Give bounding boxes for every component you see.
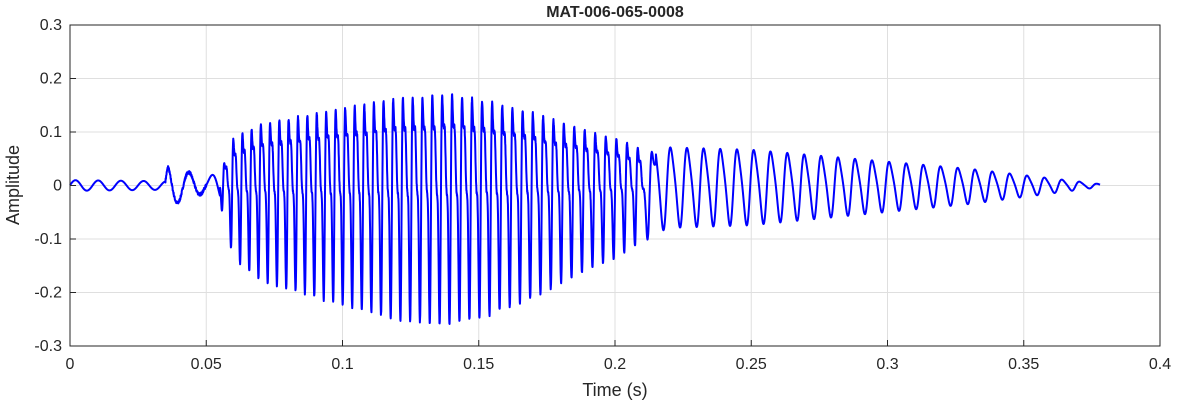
x-tick-label: 0.2 bbox=[604, 356, 626, 373]
y-tick-label: 0 bbox=[53, 178, 62, 195]
signal-line bbox=[69, 93, 1101, 325]
y-tick-label: -0.3 bbox=[34, 338, 62, 355]
y-tick-label: -0.2 bbox=[34, 285, 62, 302]
x-tick-label: 0.4 bbox=[1149, 356, 1171, 373]
y-axis-label: Amplitude bbox=[3, 145, 23, 225]
y-tick-label: 0.2 bbox=[40, 71, 62, 88]
y-tick-label: 0.1 bbox=[40, 124, 62, 141]
x-tick-label: 0.1 bbox=[331, 356, 353, 373]
x-tick-label: 0.25 bbox=[736, 356, 767, 373]
x-tick-label: 0.3 bbox=[876, 356, 898, 373]
y-tick-label: -0.1 bbox=[34, 231, 62, 248]
x-tick-label: 0.15 bbox=[463, 356, 494, 373]
x-tick-label: 0 bbox=[66, 356, 75, 373]
chart-title: MAT-006-065-0008 bbox=[546, 4, 684, 21]
y-tick-label: 0.3 bbox=[40, 17, 62, 34]
x-axis-label: Time (s) bbox=[582, 380, 647, 400]
x-tick-label: 0.35 bbox=[1008, 356, 1039, 373]
x-tick-label: 0.05 bbox=[191, 356, 222, 373]
axis-ticks: 0 0.05 0.1 0.15 0.2 0.25 0.3 0.35 0.4 -0.3 -0.2 -0.… bbox=[34, 17, 1171, 373]
